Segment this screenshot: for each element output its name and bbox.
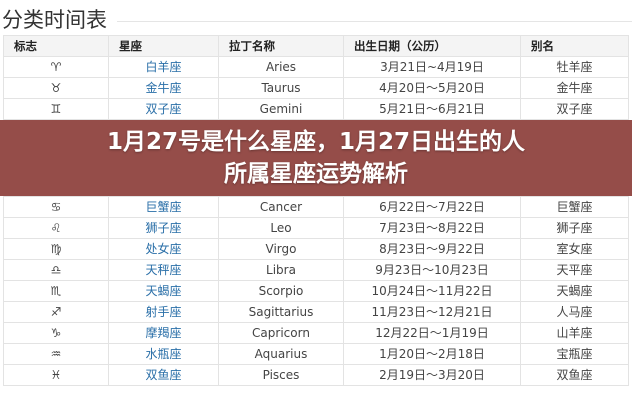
latin-name: Sagittarius	[218, 301, 344, 323]
zodiac-link[interactable]: 天秤座	[108, 259, 219, 281]
table-header: 标志 星座 拉丁名称 出生日期（公历） 别名	[3, 35, 629, 57]
zodiac-symbol-icon: ♊	[3, 98, 109, 120]
zodiac-symbol-icon: ♎	[3, 259, 109, 281]
zodiac-symbol-icon: ♑	[3, 322, 109, 344]
alias-name: 双子座	[520, 98, 629, 120]
zodiac-link[interactable]: 双子座	[108, 98, 219, 120]
latin-name: Pisces	[218, 364, 344, 386]
alias-name: 天平座	[520, 259, 629, 281]
table-row: ♎ 天秤座 Libra 9月23日～10月23日 天平座	[3, 259, 629, 281]
latin-name: Libra	[218, 259, 344, 281]
latin-name: Taurus	[218, 77, 344, 99]
banner-line-2: 所属星座运势解析	[224, 161, 408, 187]
birth-dates: 6月22日～7月22日	[343, 196, 521, 218]
zodiac-link[interactable]: 白羊座	[108, 56, 219, 78]
zodiac-link[interactable]: 摩羯座	[108, 322, 219, 344]
latin-name: Scorpio	[218, 280, 344, 302]
birth-dates: 2月19日～3月20日	[343, 364, 521, 386]
zodiac-symbol-icon: ♍	[3, 238, 109, 260]
alias-name: 山羊座	[520, 322, 629, 344]
zodiac-table-continued: ♋ 巨蟹座 Cancer 6月22日～7月22日 巨蟹座 ♌ 狮子座 Leo 7月23日～8月2…	[3, 196, 629, 386]
table-row: ♈ 白羊座 Aries 3月21日~4月19日 牡羊座	[3, 56, 629, 78]
zodiac-link[interactable]: 巨蟹座	[108, 196, 219, 218]
zodiac-symbol-icon: ♋	[3, 196, 109, 218]
table-row: ♑ 摩羯座 Capricorn 12月22日～1月19日 山羊座	[3, 322, 629, 344]
zodiac-symbol-icon: ♐	[3, 301, 109, 323]
birth-dates: 1月20日～2月18日	[343, 343, 521, 365]
alias-name: 狮子座	[520, 217, 629, 239]
table-row: ♌ 狮子座 Leo 7月23日～8月22日 狮子座	[3, 217, 629, 239]
birth-dates: 7月23日～8月22日	[343, 217, 521, 239]
alias-name: 巨蟹座	[520, 196, 629, 218]
latin-name: Aries	[218, 56, 344, 78]
zodiac-link[interactable]: 处女座	[108, 238, 219, 260]
table-row: ♒ 水瓶座 Aquarius 1月20日～2月18日 宝瓶座	[3, 343, 629, 365]
banner-line-1: 1月27号是什么星座，1月27日出生的人	[106, 129, 526, 155]
column-header: 标志	[3, 35, 109, 57]
birth-dates: 4月20日～5月20日	[343, 77, 521, 99]
birth-dates: 5月21日～6月21日	[343, 98, 521, 120]
zodiac-symbol-icon: ♏	[3, 280, 109, 302]
table-row: ♋ 巨蟹座 Cancer 6月22日～7月22日 巨蟹座	[3, 196, 629, 218]
zodiac-symbol-icon: ♉	[3, 77, 109, 99]
zodiac-link[interactable]: 射手座	[108, 301, 219, 323]
latin-name: Aquarius	[218, 343, 344, 365]
latin-name: Capricorn	[218, 322, 344, 344]
alias-name: 室女座	[520, 238, 629, 260]
table-row: ♊ 双子座 Gemini 5月21日～6月21日 双子座	[3, 98, 629, 120]
section-title-text: 分类时间表	[2, 8, 107, 32]
alias-name: 金牛座	[520, 77, 629, 99]
birth-dates: 8月23日～9月22日	[343, 238, 521, 260]
zodiac-link[interactable]: 水瓶座	[108, 343, 219, 365]
alias-name: 天蝎座	[520, 280, 629, 302]
column-header: 别名	[520, 35, 629, 57]
zodiac-symbol-icon: ♈	[3, 56, 109, 78]
latin-name: Cancer	[218, 196, 344, 218]
latin-name: Virgo	[218, 238, 344, 260]
alias-name: 双鱼座	[520, 364, 629, 386]
zodiac-symbol-icon: ♓	[3, 364, 109, 386]
birth-dates: 10月24日～11月22日	[343, 280, 521, 302]
article-title-banner[interactable]: 1月27号是什么星座，1月27日出生的人 所属星座运势解析	[0, 120, 632, 196]
zodiac-symbol-icon: ♒	[3, 343, 109, 365]
column-header: 拉丁名称	[218, 35, 344, 57]
birth-dates: 3月21日~4月19日	[343, 56, 521, 78]
zodiac-symbol-icon: ♌	[3, 217, 109, 239]
zodiac-link[interactable]: 狮子座	[108, 217, 219, 239]
birth-dates: 12月22日～1月19日	[343, 322, 521, 344]
table-row: ♉ 金牛座 Taurus 4月20日～5月20日 金牛座	[3, 77, 629, 99]
alias-name: 人马座	[520, 301, 629, 323]
zodiac-link[interactable]: 天蝎座	[108, 280, 219, 302]
table-row: ♐ 射手座 Sagittarius 11月23日～12月21日 人马座	[3, 301, 629, 323]
table-row: ♓ 双鱼座 Pisces 2月19日～3月20日 双鱼座	[3, 364, 629, 386]
zodiac-link[interactable]: 双鱼座	[108, 364, 219, 386]
latin-name: Leo	[218, 217, 344, 239]
column-header: 星座	[108, 35, 219, 57]
latin-name: Gemini	[218, 98, 344, 120]
zodiac-table: 标志 星座 拉丁名称 出生日期（公历） 别名 ♈ 白羊座 Aries 3月21日~4月…	[3, 35, 629, 120]
birth-dates: 11月23日～12月21日	[343, 301, 521, 323]
zodiac-link[interactable]: 金牛座	[108, 77, 219, 99]
table-row: ♏ 天蝎座 Scorpio 10月24日～11月22日 天蝎座	[3, 280, 629, 302]
birth-dates: 9月23日～10月23日	[343, 259, 521, 281]
title-divider	[117, 20, 632, 22]
column-header: 出生日期（公历）	[343, 35, 521, 57]
section-title: 分类时间表	[2, 0, 632, 35]
alias-name: 宝瓶座	[520, 343, 629, 365]
table-row: ♍ 处女座 Virgo 8月23日～9月22日 室女座	[3, 238, 629, 260]
alias-name: 牡羊座	[520, 56, 629, 78]
